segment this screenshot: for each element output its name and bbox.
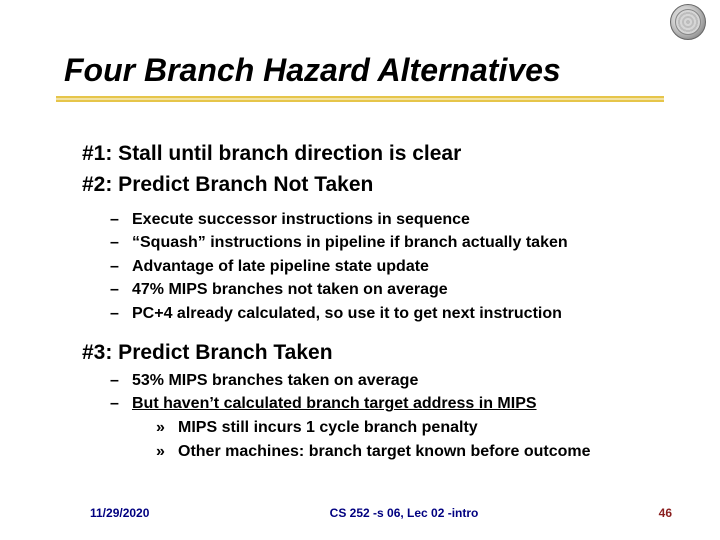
footer-course: CS 252 -s 06, Lec 02 -intro bbox=[330, 506, 479, 520]
list-item-text: But haven’t calculated branch target add… bbox=[132, 393, 537, 415]
list-item-text: Other machines: branch target known befo… bbox=[178, 441, 591, 463]
title-underline bbox=[56, 96, 664, 102]
list-item-text: 53% MIPS branches taken on average bbox=[132, 370, 418, 392]
list-item: »Other machines: branch target known bef… bbox=[156, 441, 672, 463]
list-item-text: MIPS still incurs 1 cycle branch penalty bbox=[178, 417, 478, 439]
point-3b-sublist: »MIPS still incurs 1 cycle branch penalt… bbox=[156, 417, 672, 462]
list-item-text: PC+4 already calculated, so use it to ge… bbox=[132, 303, 562, 325]
list-item: –Execute successor instructions in seque… bbox=[110, 209, 672, 231]
footer-page-number: 46 bbox=[659, 506, 672, 520]
footer-date: 11/29/2020 bbox=[90, 506, 149, 520]
list-item-text: 47% MIPS branches not taken on average bbox=[132, 279, 448, 301]
point-3: #3: Predict Branch Taken bbox=[82, 339, 672, 366]
list-item-text: Execute successor instructions in sequen… bbox=[132, 209, 470, 231]
list-item: –PC+4 already calculated, so use it to g… bbox=[110, 303, 672, 325]
list-item: –47% MIPS branches not taken on average bbox=[110, 279, 672, 301]
list-item: –“Squash” instructions in pipeline if br… bbox=[110, 232, 672, 254]
list-item: –Advantage of late pipeline state update bbox=[110, 256, 672, 278]
slide-body: #1: Stall until branch direction is clea… bbox=[82, 140, 672, 464]
list-item-text: “Squash” instructions in pipeline if bra… bbox=[132, 232, 568, 254]
point-2-sublist: –Execute successor instructions in seque… bbox=[110, 209, 672, 415]
list-item: –53% MIPS branches taken on average bbox=[110, 370, 672, 392]
footer: 11/29/2020 CS 252 -s 06, Lec 02 -intro 4… bbox=[0, 506, 720, 520]
list-item: –But haven’t calculated branch target ad… bbox=[110, 393, 672, 415]
list-item: »MIPS still incurs 1 cycle branch penalt… bbox=[156, 417, 672, 439]
slide-title: Four Branch Hazard Alternatives bbox=[64, 52, 561, 89]
university-seal-icon bbox=[670, 4, 706, 40]
point-2: #2: Predict Branch Not Taken bbox=[82, 171, 672, 198]
list-item-text: Advantage of late pipeline state update bbox=[132, 256, 429, 278]
slide: Four Branch Hazard Alternatives #1: Stal… bbox=[0, 0, 720, 540]
point-1: #1: Stall until branch direction is clea… bbox=[82, 140, 672, 167]
